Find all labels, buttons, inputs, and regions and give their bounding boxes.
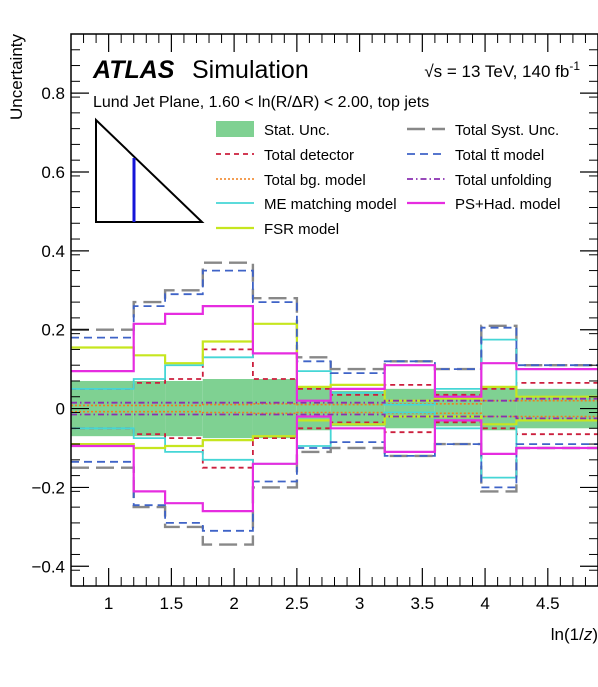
y-tick-label: 0.6 xyxy=(41,163,65,182)
legend-item: Stat. Unc. xyxy=(216,121,330,139)
series-total-tt-model-up xyxy=(71,269,598,374)
atlas-label: ATLAS xyxy=(92,56,175,84)
series-total-unfolding-up xyxy=(71,397,598,404)
axis-ticks xyxy=(70,33,598,587)
legend-item: Total detector xyxy=(216,147,354,164)
series-ps-had-model-up xyxy=(71,305,598,402)
axis-tick-labels: −0.4 −0.2 0 0.2 0.4 0.6 0.8 1 1.5 2 2.5 3 3.5 4 4.5 xyxy=(31,84,559,613)
legend-item: Total unfolding xyxy=(407,172,552,189)
series-total-tt-model-down xyxy=(71,441,598,532)
x-tick-label: 2.5 xyxy=(285,594,309,613)
stat-band-layer xyxy=(71,379,598,439)
legend-label: PS+Had. model xyxy=(455,196,560,213)
y-axis-label: Uncertainty xyxy=(7,34,26,120)
y-tick-label: 0.8 xyxy=(41,84,65,103)
x-tick-label: 1 xyxy=(104,594,113,613)
y-tick-label: −0.2 xyxy=(31,478,65,497)
x-axis-label: ln(1/z) xyxy=(551,625,598,644)
x-tick-label: 1.5 xyxy=(160,594,184,613)
energy-label: √s = 13 TeV, 140 fb-1 xyxy=(424,59,580,81)
y-tick-label: −0.4 xyxy=(31,557,65,576)
y-tick-label: 0.2 xyxy=(41,321,65,340)
series-total-bg-model-down xyxy=(71,410,598,418)
y-tick-label: 0 xyxy=(56,400,65,419)
stat-band-bin xyxy=(165,380,203,437)
stat-band-bin xyxy=(481,386,517,431)
legend-item: Total bg. model xyxy=(216,172,366,189)
legend-label: ME matching model xyxy=(264,196,397,213)
legend-label: FSR model xyxy=(264,221,339,238)
legend-label: Total tt̄ model xyxy=(455,147,544,164)
energy-exponent: -1 xyxy=(569,59,580,73)
x-tick-label: 2 xyxy=(229,594,238,613)
stat-band-bin xyxy=(296,386,331,431)
stat-band-bin xyxy=(252,379,297,439)
series-total-unfolding-down xyxy=(71,413,598,420)
lund-plane-triangle-icon xyxy=(95,117,205,223)
stat-band-bin xyxy=(330,390,385,427)
y-tick-label: 0.4 xyxy=(41,242,65,261)
simulation-label: Simulation xyxy=(192,56,309,84)
legend-item: PS+Had. model xyxy=(407,196,560,213)
series-total-syst-unc-up xyxy=(71,261,598,371)
legend-item: FSR model xyxy=(216,221,339,238)
legend-swatch xyxy=(216,121,254,137)
series-layer xyxy=(71,261,598,546)
series-total-bg-model-up xyxy=(71,399,598,407)
legend-label: Stat. Unc. xyxy=(264,122,330,139)
x-tick-label: 3 xyxy=(355,594,364,613)
energy-text: √s = 13 TeV, 140 fb xyxy=(424,62,569,81)
x-tick-label: 4 xyxy=(480,594,489,613)
legend-label: Total detector xyxy=(264,147,354,164)
series-total-syst-unc-down xyxy=(71,442,598,546)
legend-label: Total bg. model xyxy=(264,172,366,189)
x-tick-label: 4.5 xyxy=(536,594,560,613)
legend-label: Total unfolding xyxy=(455,172,552,189)
stat-band-bin xyxy=(202,379,253,439)
region-label: Lund Jet Plane, 1.60 < ln(R/ΔR) < 2.00, … xyxy=(93,94,429,111)
legend-item: ME matching model xyxy=(216,196,397,213)
legend-item: Total tt̄ model xyxy=(407,147,544,164)
plot-frame xyxy=(70,33,598,587)
stat-band-bin xyxy=(133,380,166,437)
stat-band-bin xyxy=(384,388,435,429)
x-tick-label: 3.5 xyxy=(411,594,435,613)
legend-item: Total Syst. Unc. xyxy=(407,122,559,139)
legend: Stat. Unc. Total Syst. Unc. Total detector… xyxy=(216,121,560,238)
legend-label: Total Syst. Unc. xyxy=(455,122,559,139)
series-ps-had-model-down xyxy=(71,415,598,513)
